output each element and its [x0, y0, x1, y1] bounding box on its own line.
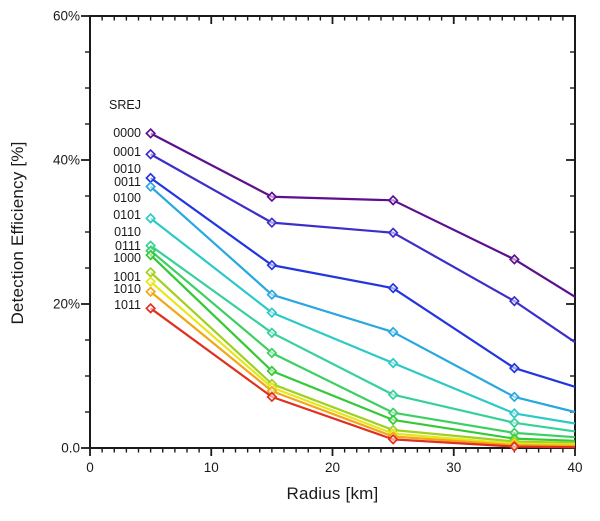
- legend-label-0000: 0000: [113, 126, 141, 140]
- data-point-0111: [387, 414, 399, 426]
- data-point-0101: [387, 389, 399, 401]
- legend-label-1001: 1001: [113, 270, 141, 284]
- series-line-0000: [150, 132, 576, 298]
- data-point-0100: [145, 212, 157, 224]
- x-tick-label: 40: [567, 460, 582, 475]
- data-point-0001: [145, 148, 157, 160]
- x-tick-label: 0: [86, 460, 94, 475]
- y-axis-title: Detection Efficiency [%]: [8, 141, 27, 325]
- data-point-1011: [266, 391, 278, 403]
- series-line-0001: [150, 153, 576, 344]
- data-point-1011: [508, 441, 520, 452]
- legend-label-1010: 1010: [113, 282, 141, 296]
- legend-label-0111: 0111: [115, 239, 141, 253]
- data-point-0110: [266, 347, 278, 359]
- series-line-1000: [149, 271, 576, 445]
- y-tick-label: 20%: [53, 297, 80, 312]
- data-point-0000: [387, 194, 399, 206]
- legend-label-0101: 0101: [113, 208, 141, 222]
- series-line-0100: [149, 217, 576, 425]
- data-point-1011: [145, 302, 157, 314]
- y-tick-label: 0.0: [61, 441, 80, 456]
- x-tick-label: 30: [446, 460, 461, 475]
- x-axis-title: Radius [km]: [286, 484, 379, 503]
- series-line-1011: [149, 307, 576, 449]
- data-point-0011: [508, 391, 520, 403]
- data-point-0011: [145, 181, 157, 193]
- data-point-0011: [387, 326, 399, 338]
- data-point-0001: [508, 295, 520, 307]
- data-point-1001: [145, 276, 157, 288]
- data-point-0010: [387, 282, 399, 294]
- data-point-0101: [266, 327, 278, 339]
- data-point-0000: [266, 191, 278, 203]
- legend-label-0100: 0100: [113, 191, 141, 205]
- data-point-0101: [508, 417, 520, 429]
- data-point-0001: [387, 227, 399, 239]
- data-point-0001: [266, 217, 278, 229]
- data-point-0011: [266, 289, 278, 301]
- legend-title: SREJ: [109, 98, 141, 112]
- legend-label-1000: 1000: [113, 251, 141, 265]
- data-point-1011: [387, 433, 399, 445]
- x-tick-label: 20: [325, 460, 340, 475]
- data-point-0100: [266, 307, 278, 319]
- data-point-0000: [145, 127, 157, 139]
- x-tick-label: 10: [204, 460, 219, 475]
- y-tick-label: 40%: [53, 153, 80, 168]
- data-point-1010: [145, 286, 157, 298]
- data-point-0111: [145, 249, 157, 261]
- data-point-0010: [508, 362, 520, 374]
- data-point-0010: [266, 259, 278, 271]
- series-line-1001: [149, 280, 576, 446]
- y-tick-label: 60%: [53, 9, 80, 24]
- data-point-0100: [387, 357, 399, 369]
- legend-label-0010: 0010: [113, 162, 141, 176]
- legend-label-1011: 1011: [114, 298, 141, 312]
- legend-label-0001: 0001: [113, 145, 141, 159]
- data-point-0000: [508, 253, 520, 265]
- legend-label-0011: 0011: [114, 175, 141, 189]
- data-point-0111: [266, 365, 278, 377]
- legend-label-0110: 0110: [114, 225, 141, 239]
- data-point-0100: [508, 408, 520, 419]
